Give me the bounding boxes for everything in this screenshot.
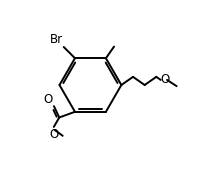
- Text: O: O: [44, 93, 53, 106]
- Text: Br: Br: [50, 33, 63, 46]
- Text: O: O: [49, 128, 58, 141]
- Text: O: O: [161, 73, 170, 86]
